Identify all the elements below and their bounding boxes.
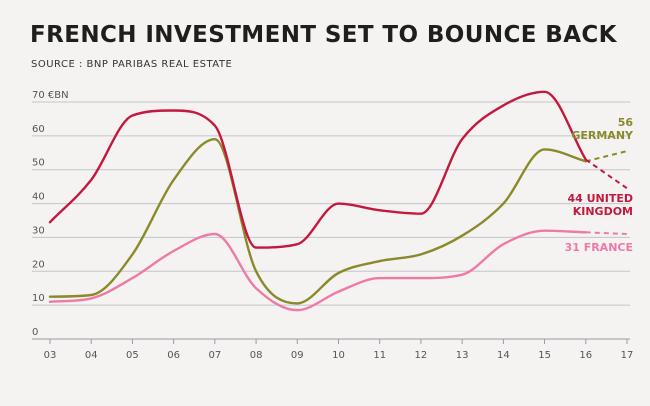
- series-forecast-france: [585, 231, 628, 235]
- x-tick-label: 08: [250, 350, 263, 361]
- x-tick-label: 04: [85, 350, 98, 361]
- series-label-united-kingdom: KINGDOM: [573, 205, 633, 218]
- series-forecast-united-kingdom: [585, 158, 628, 190]
- x-tick-label: 15: [538, 350, 551, 361]
- x-tick-label: 10: [332, 350, 345, 361]
- x-tick-label: 14: [497, 350, 510, 361]
- series-line-germany: [48, 138, 587, 305]
- series-label-france: 31 FRANCE: [565, 241, 633, 254]
- series-label-germany: 56: [618, 116, 634, 129]
- x-tick-label: 17: [621, 350, 634, 361]
- x-tick-label: 03: [44, 350, 57, 361]
- y-tick-label: 60: [32, 124, 45, 135]
- series-label-united-kingdom: 44 UNITED: [567, 192, 633, 205]
- series-line-united-kingdom: [48, 90, 587, 249]
- y-tick-label: 70 €BN: [32, 90, 69, 101]
- series-line-france: [48, 229, 587, 312]
- series-label-germany: GERMANY: [571, 129, 634, 142]
- x-tick-label: 06: [167, 350, 180, 361]
- x-tick-label: 09: [291, 350, 304, 361]
- x-tick-label: 13: [456, 350, 469, 361]
- x-tick-label: 12: [415, 350, 428, 361]
- y-tick-label: 10: [32, 293, 45, 304]
- y-tick-label: 0: [32, 327, 38, 338]
- x-tick-label: 16: [579, 350, 592, 361]
- y-tick-label: 20: [32, 259, 45, 270]
- y-tick-label: 50: [32, 158, 45, 169]
- source-note: SOURCE : BNP PARIBAS REAL ESTATE: [31, 59, 233, 70]
- x-tick-label: 11: [373, 350, 386, 361]
- x-tick-label: 07: [208, 350, 221, 361]
- series-forecast-germany: [585, 150, 628, 163]
- page-title: FRENCH INVESTMENT SET TO BOUNCE BACK: [30, 22, 617, 48]
- y-tick-label: 40: [32, 192, 45, 203]
- x-tick-label: 05: [126, 350, 139, 361]
- y-tick-label: 30: [32, 225, 45, 236]
